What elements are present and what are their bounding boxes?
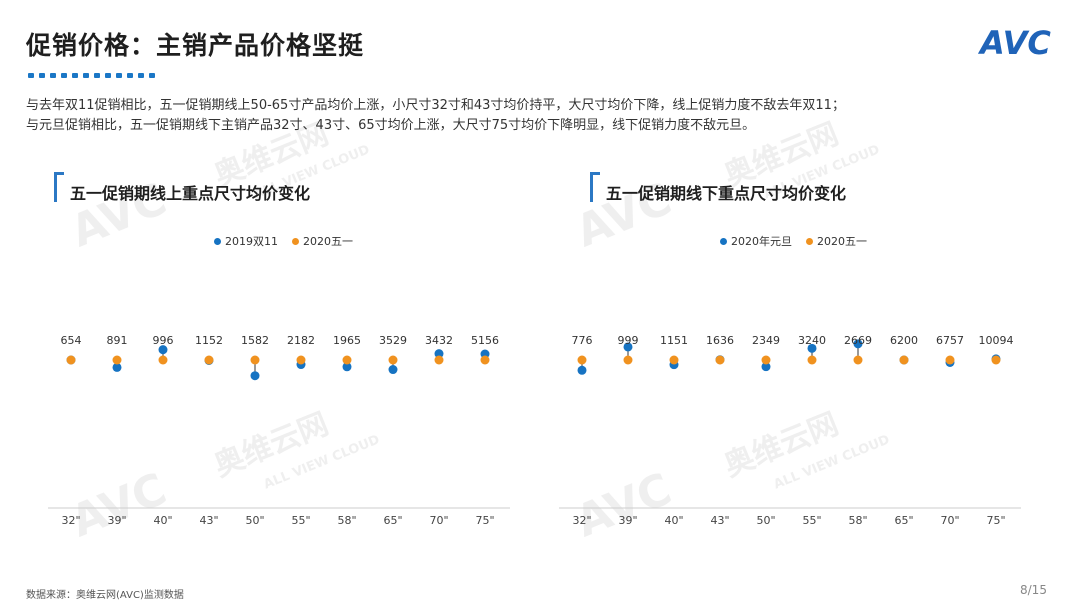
legend-item: 2020五一: [806, 233, 867, 249]
tick-label: 70": [429, 514, 448, 527]
tick-label: 55": [802, 514, 821, 527]
legend-label: 2020年元旦: [731, 235, 792, 248]
tick-label: 32": [61, 514, 80, 527]
point-2020五一: [434, 355, 444, 365]
data-label: 1151: [660, 334, 688, 347]
tick-label: 75": [475, 514, 494, 527]
point-2020五一: [250, 355, 260, 365]
point-2020五一: [480, 355, 490, 365]
description: 与去年双11促销相比，五一促销期线上50-65寸产品均价上涨，小尺寸32寸和43…: [26, 96, 845, 136]
chart-title-offline: 五一促销期线下重点尺寸均价变化: [606, 184, 847, 203]
data-label: 3529: [379, 334, 407, 347]
data-label: 2182: [287, 334, 315, 347]
point-2020五一: [112, 355, 122, 365]
tick-label: 50": [245, 514, 264, 527]
point-2020年元旦: [807, 343, 817, 353]
point-2020年元旦: [853, 339, 863, 349]
legend-label: 2020五一: [817, 235, 867, 248]
point-2019双11: [250, 371, 260, 381]
panel-bracket: [54, 172, 64, 202]
tick-label: 65": [383, 514, 402, 527]
data-label: 1582: [241, 334, 269, 347]
point-2019双11: [158, 345, 168, 355]
tick-label: 75": [986, 514, 1005, 527]
title-divider: [28, 73, 155, 78]
data-label: 1636: [706, 334, 734, 347]
point-2020五一: [66, 355, 76, 365]
point-2020年元旦: [623, 342, 633, 352]
point-2020五一: [991, 355, 1001, 365]
point-2019双11: [434, 349, 444, 359]
point-2020年元旦: [577, 365, 587, 375]
tick-label: 58": [337, 514, 356, 527]
panel-bracket: [590, 172, 600, 202]
point-2019双11: [342, 362, 352, 372]
description-line: 与去年双11促销相比，五一促销期线上50-65寸产品均价上涨，小尺寸32寸和43…: [26, 98, 845, 113]
point-2020五一: [577, 355, 587, 365]
data-label: 654: [61, 334, 82, 347]
tick-label: 43": [199, 514, 218, 527]
chart-title-online: 五一促销期线上重点尺寸均价变化: [70, 184, 311, 203]
description-line: 与元旦促销相比，五一促销期线下主销产品32寸、43寸、65寸均价上涨，大尺寸75…: [26, 118, 756, 133]
page-title: 促销价格：主销产品价格坚挺: [26, 31, 365, 60]
point-2020五一: [158, 355, 168, 365]
point-2020五一: [623, 355, 633, 365]
data-label: 6757: [936, 334, 964, 347]
chart-offline: 776 32" 999 39" 1151 40" 1636 43" 2349 50" 3240 55"…: [559, 334, 1021, 527]
point-2020五一: [388, 355, 398, 365]
data-label: 999: [618, 334, 639, 347]
tick-label: 40": [664, 514, 683, 527]
legend-item: 2020五一: [292, 233, 353, 249]
legend-item: 2020年元旦: [720, 233, 792, 249]
tick-label: 58": [848, 514, 867, 527]
tick-label: 40": [153, 514, 172, 527]
legend-dot-icon: [720, 237, 727, 245]
tick-label: 32": [572, 514, 591, 527]
data-label: 996: [153, 334, 174, 347]
data-label: 3432: [425, 334, 453, 347]
tick-label: 43": [710, 514, 729, 527]
data-label: 1152: [195, 334, 223, 347]
chart-online: 654 32" 891 39" 996 40" 1152 43" 1582 50" 2182 55" 1…: [48, 334, 510, 527]
data-source: 数据来源：奥维云网(AVC)监测数据: [26, 590, 184, 601]
legend-dot-icon: [806, 237, 813, 245]
legend-item: 2019双11: [214, 233, 278, 249]
point-2020五一: [899, 355, 909, 365]
page-number: 8/15: [1020, 583, 1047, 597]
data-label: 10094: [979, 334, 1014, 347]
point-2020五一: [342, 355, 352, 365]
data-label: 6200: [890, 334, 918, 347]
data-label: 776: [572, 334, 593, 347]
tick-label: 65": [894, 514, 913, 527]
data-label: 1965: [333, 334, 361, 347]
data-label: 891: [107, 334, 128, 347]
data-label: 3240: [798, 334, 826, 347]
point-2020五一: [296, 355, 306, 365]
legend-offline: 2020年元旦 2020五一: [720, 233, 867, 249]
tick-label: 70": [940, 514, 959, 527]
point-2020五一: [945, 355, 955, 365]
point-2020年元旦: [761, 362, 771, 372]
point-2019双11: [112, 362, 122, 372]
point-2020五一: [204, 355, 214, 365]
legend-label: 2020五一: [303, 235, 353, 248]
legend-dot-icon: [214, 237, 221, 245]
point-2020五一: [715, 355, 725, 365]
avc-logo: AVC: [980, 24, 1051, 62]
tick-label: 50": [756, 514, 775, 527]
tick-label: 55": [291, 514, 310, 527]
tick-label: 39": [618, 514, 637, 527]
point-2020五一: [807, 355, 817, 365]
point-2020五一: [761, 355, 771, 365]
legend-label: 2019双11: [225, 235, 278, 248]
data-label: 2349: [752, 334, 780, 347]
legend-dot-icon: [292, 237, 299, 245]
point-2019双11: [388, 365, 398, 375]
data-label: 2669: [844, 334, 872, 347]
point-2020五一: [669, 355, 679, 365]
tick-label: 39": [107, 514, 126, 527]
data-label: 5156: [471, 334, 499, 347]
legend-online: 2019双11 2020五一: [214, 233, 353, 249]
point-2020五一: [853, 355, 863, 365]
